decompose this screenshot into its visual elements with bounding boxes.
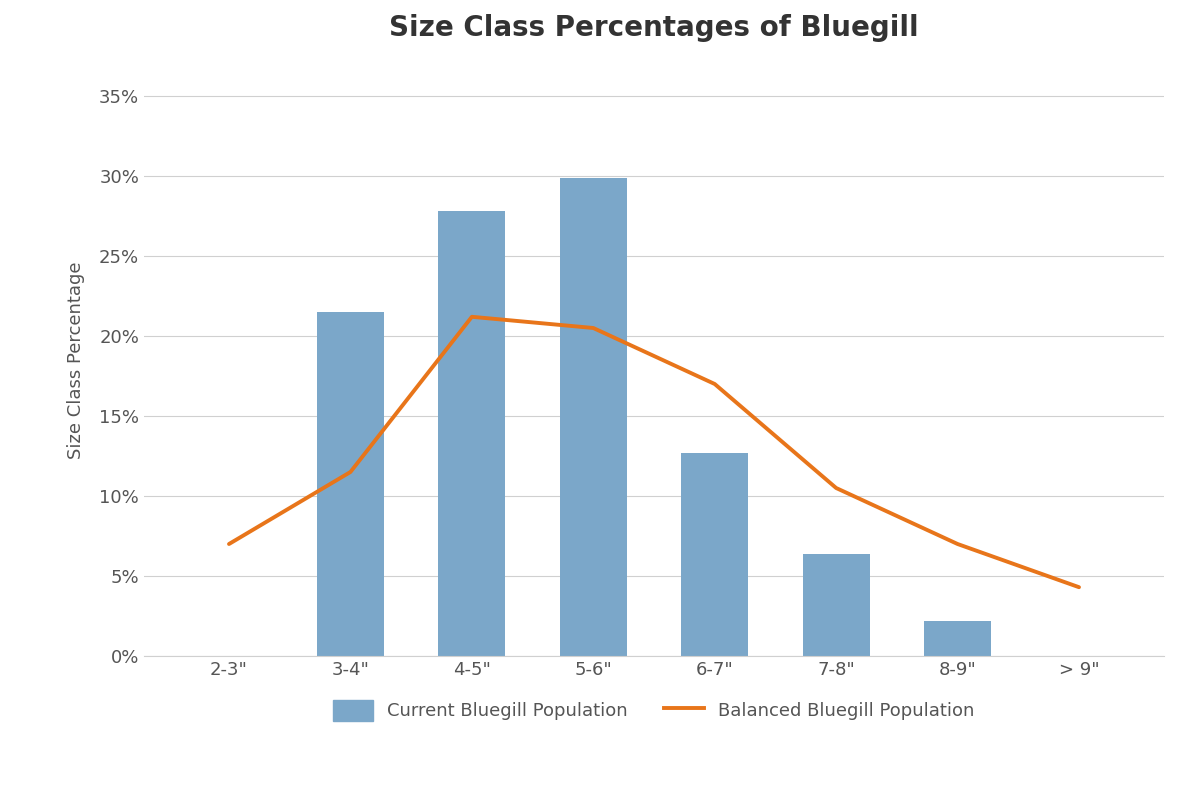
Bar bbox=[682, 453, 748, 656]
Legend: Current Bluegill Population, Balanced Bluegill Population: Current Bluegill Population, Balanced Bl… bbox=[324, 691, 984, 730]
Title: Size Class Percentages of Bluegill: Size Class Percentages of Bluegill bbox=[389, 14, 919, 42]
Y-axis label: Size Class Percentage: Size Class Percentage bbox=[67, 262, 85, 458]
Bar bbox=[803, 554, 870, 656]
Bar bbox=[560, 178, 626, 656]
Bar bbox=[438, 211, 505, 656]
Bar bbox=[317, 312, 384, 656]
Bar bbox=[924, 621, 991, 656]
